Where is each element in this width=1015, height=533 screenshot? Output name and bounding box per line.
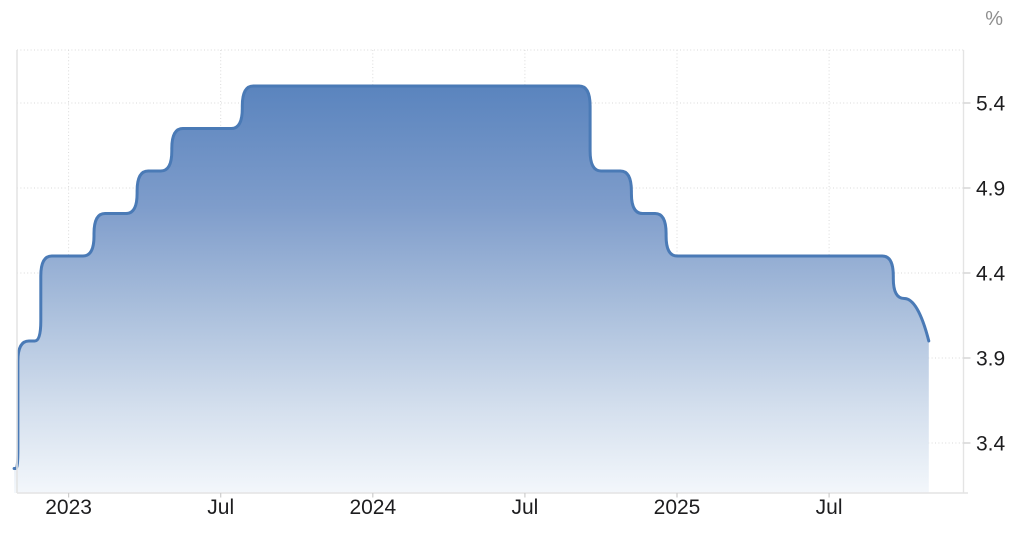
- y-tick-label: 3.9: [976, 348, 1005, 371]
- y-tick-label: 4.9: [976, 178, 1005, 201]
- y-axis-unit-label: %: [985, 8, 1003, 30]
- y-tick-label: 4.4: [976, 263, 1006, 286]
- x-tick-label: 2024: [349, 496, 396, 519]
- y-tick-label: 3.4: [976, 433, 1006, 456]
- x-tick-label: Jul: [816, 496, 843, 519]
- x-tick-label: Jul: [207, 496, 234, 519]
- x-tick-label: Jul: [511, 496, 538, 519]
- x-tick-label: 2023: [45, 496, 92, 519]
- x-tick-label: 2025: [654, 496, 701, 519]
- y-tick-label: 5.4: [976, 93, 1006, 116]
- rate-area-fill: [14, 86, 929, 493]
- rate-line: [12, 84, 931, 470]
